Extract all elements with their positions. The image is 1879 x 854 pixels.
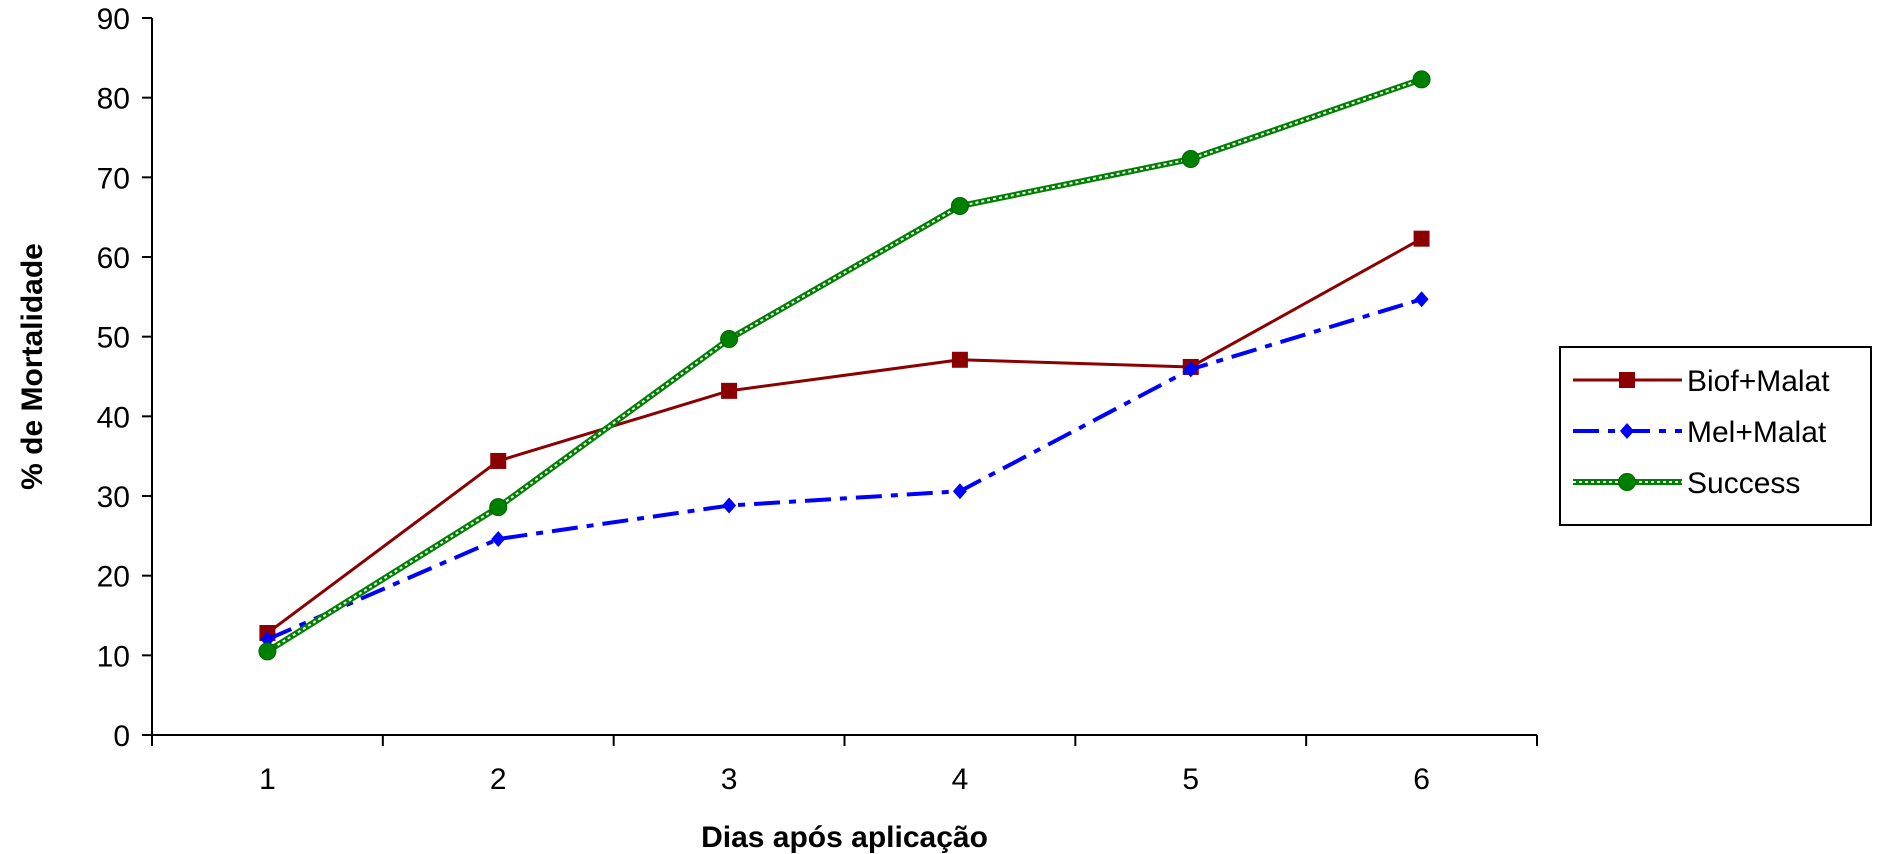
series-mel-malat [260, 291, 1429, 648]
legend: Biof+Malat Mel+Malat Success [1559, 346, 1872, 526]
data-point-biof-malat-2 [490, 452, 507, 469]
data-point-success-5 [1181, 150, 1200, 169]
y-ticks: 0 10 20 30 40 50 60 70 80 90 [97, 3, 152, 753]
data-point-mel-malat-5 [1183, 361, 1198, 378]
x-tick-label: 4 [952, 763, 969, 796]
data-point-mel-malat-3 [722, 497, 737, 514]
y-axis-title: % de Mortalidade [16, 243, 49, 490]
legend-box [1559, 346, 1872, 526]
series-success [258, 70, 1431, 661]
series-line [266, 237, 1423, 635]
series-layer [258, 70, 1431, 661]
data-point-success-6 [1412, 70, 1431, 89]
legend-swatch-marker [1618, 473, 1636, 491]
data-point-success-1 [258, 642, 277, 661]
series-line [266, 297, 1423, 642]
legend-label: Success [1687, 467, 1800, 500]
legend-item-success: Success [1573, 467, 1800, 500]
legend-item-mel-malat: Mel+Malat [1573, 416, 1827, 449]
x-tick-label: 1 [259, 763, 276, 796]
y-tick-label: 50 [97, 322, 130, 355]
legend-swatch-marker [1619, 372, 1635, 388]
x-ticks: 1 2 3 4 5 6 [151, 735, 1538, 796]
data-point-biof-malat-6 [1413, 230, 1430, 247]
x-axis-title: Dias após aplicação [701, 821, 988, 854]
legend-item-biof-malat: Biof+Malat [1573, 365, 1830, 398]
data-point-mel-malat-4 [952, 483, 967, 500]
x-tick-label: 5 [1182, 763, 1199, 796]
y-tick-label: 10 [97, 640, 130, 673]
series-biof-malat [259, 230, 1430, 642]
x-tick-label: 6 [1413, 763, 1430, 796]
y-tick-label: 90 [97, 3, 130, 36]
y-tick-label: 30 [97, 481, 130, 514]
data-point-biof-malat-3 [721, 382, 738, 399]
series-line-inner [266, 78, 1422, 653]
data-point-mel-malat-6 [1414, 291, 1429, 308]
data-point-success-2 [489, 498, 508, 517]
y-tick-label: 80 [97, 83, 130, 116]
series-line [265, 76, 1423, 654]
y-tick-label: 0 [113, 720, 130, 753]
data-point-mel-malat-2 [491, 531, 506, 548]
y-tick-label: 40 [97, 401, 130, 434]
data-point-biof-malat-4 [951, 351, 968, 368]
x-tick-label: 3 [721, 763, 738, 796]
y-tick-label: 70 [97, 162, 130, 195]
legend-label: Mel+Malat [1687, 416, 1827, 449]
legend-swatch-marker [1620, 423, 1634, 439]
series-line-stroke [266, 297, 1423, 642]
y-tick-label: 20 [97, 561, 130, 594]
data-point-success-3 [720, 330, 739, 349]
x-tick-label: 2 [490, 763, 507, 796]
series-line-stroke [266, 237, 1423, 635]
data-point-success-4 [950, 197, 969, 216]
legend-label: Biof+Malat [1687, 365, 1830, 398]
y-tick-label: 60 [97, 242, 130, 275]
axes: 0 10 20 30 40 50 60 70 80 90 1 2 3 4 5 6 [97, 3, 1538, 796]
